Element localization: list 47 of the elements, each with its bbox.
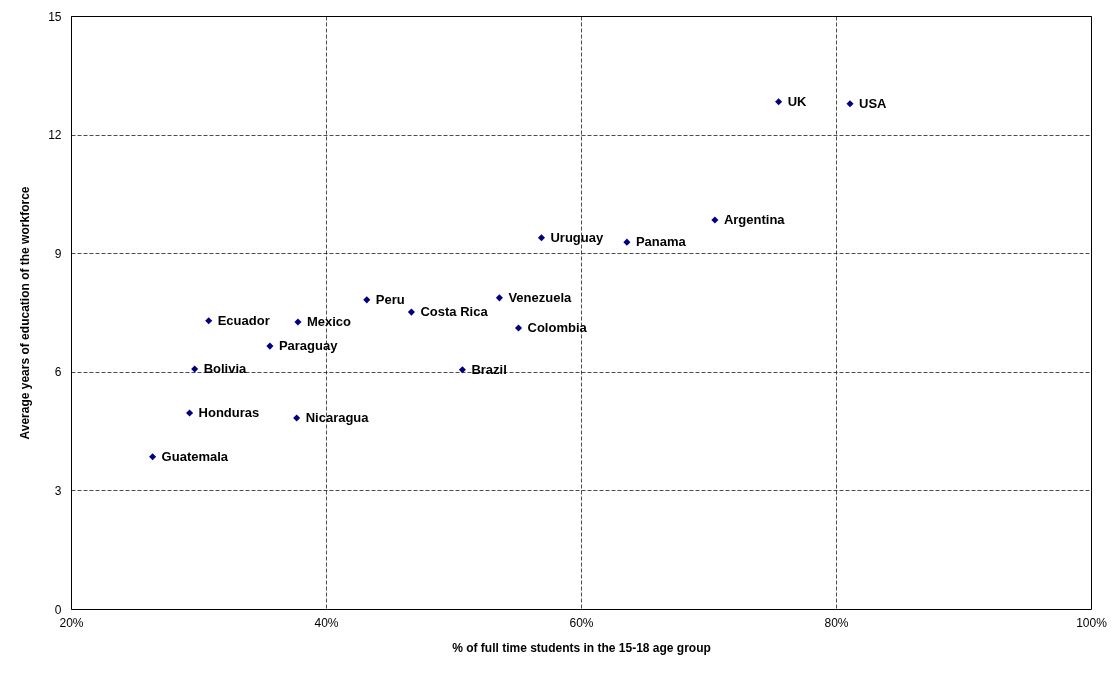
annotation: USA [859,95,888,111]
annotation: Honduras [198,404,260,420]
point [711,216,719,224]
point [294,318,302,326]
annotation: Costa Rica [420,304,489,320]
point [293,414,301,422]
annotation: Panama [635,234,687,250]
point [495,294,503,302]
annotation: Peru [375,291,405,307]
x-axis-title: % of full time students in the 15-18 age group [452,640,711,655]
x-tick-label: 40% [314,615,339,630]
annotation: Guatemala [161,448,229,464]
point [407,308,415,316]
point [149,453,157,461]
point [205,317,213,325]
y-tick-label: 6 [54,365,62,380]
annotation: Bolivia [203,361,248,377]
point [775,98,783,106]
y-tick-label: 9 [54,246,62,261]
y-axis-title: Average years of education of the workforce [18,186,33,440]
annotation: Ecuador [217,312,270,328]
y-tick-label: 15 [48,9,62,24]
annotation: UK [787,93,808,109]
point [537,234,546,242]
point [458,366,466,374]
annotation: Argentina [723,211,786,227]
x-tick-label: 80% [824,615,849,630]
y-tick-label: 3 [54,483,62,498]
point [514,324,523,332]
point [363,296,371,304]
annotation: Nicaragua [305,410,370,426]
point [623,238,631,246]
x-tick-label: 60% [569,615,594,630]
annotation: Mexico [306,313,352,329]
x-tick-label: 100% [1076,615,1108,630]
annotation: Brazil [471,361,507,377]
point [186,409,194,417]
annotation: Venezuela [508,289,573,305]
annotation: Uruguay [550,229,604,245]
y-tick-label: 0 [54,602,62,617]
annotation: Paraguay [278,338,339,354]
point [846,100,854,108]
x-tick-label: 20% [59,615,84,630]
point [191,365,199,373]
point [266,342,274,350]
annotation: Colombia [527,319,588,335]
y-tick-label: 12 [48,128,62,143]
